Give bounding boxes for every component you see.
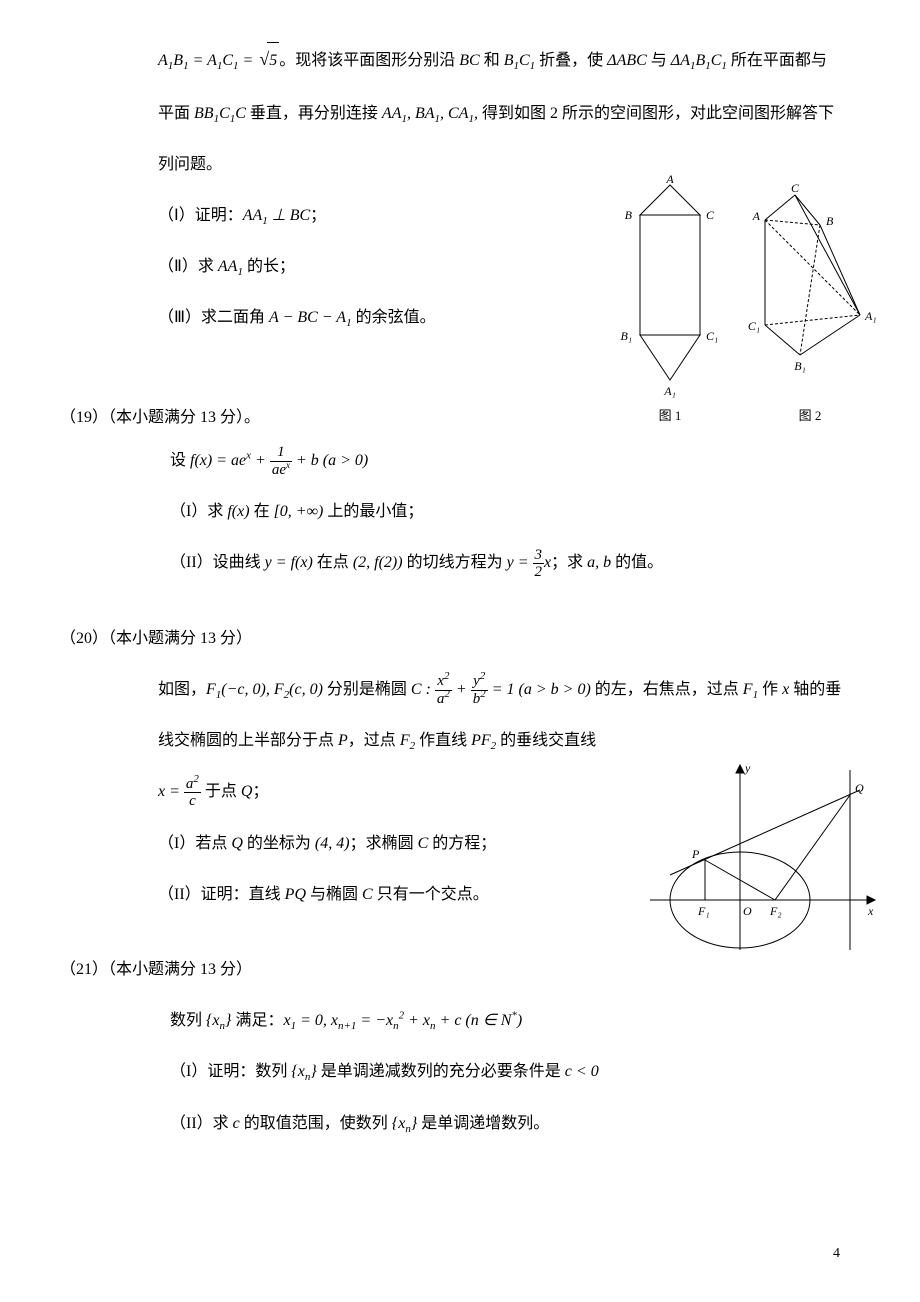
q21-line1: 数列 {xn} 满足：x1 = 0, xn+1 = −xn2 + xn + c … xyxy=(100,1003,860,1038)
text: 的切线方程为 xyxy=(403,554,507,571)
text: 在 xyxy=(250,503,274,520)
text: 数列 xyxy=(170,1012,206,1029)
svg-text:O: O xyxy=(743,904,752,918)
q20-line2: 线交椭圆的上半部分于点 P，过点 F2 作直线 PF2 的垂线交直线 xyxy=(100,723,860,758)
text: （II）设曲线 xyxy=(170,554,265,571)
svg-text:C: C xyxy=(791,181,800,195)
text: 轴的垂 xyxy=(789,681,841,698)
text: ； xyxy=(310,207,326,224)
text: 列问题。 xyxy=(158,156,222,173)
text: 与椭圆 xyxy=(306,886,362,903)
svg-text:C₁: C₁ xyxy=(748,319,760,333)
text: 所在平面都与 xyxy=(727,52,827,69)
text: 如图， xyxy=(158,681,206,698)
q18-line1: A1B1 = A1C1 = 5。现将该平面图形分别沿 BC 和 B1C1 折叠，… xyxy=(100,40,860,80)
text: （I）若点 xyxy=(158,835,231,852)
text: 和 xyxy=(480,52,504,69)
svg-text:x: x xyxy=(867,904,874,918)
text: 的左，右焦点，过点 xyxy=(591,681,743,698)
text: （Ⅱ）求 xyxy=(158,258,218,275)
text: 作 xyxy=(758,681,782,698)
q21-label: （21）（本小题满分 13 分） xyxy=(100,952,860,987)
text: 垂直，再分别连接 xyxy=(246,105,382,122)
text: 的余弦值。 xyxy=(352,309,436,326)
q20-figure: y x Q P F₁ O F₂ xyxy=(650,760,880,960)
svg-text:A: A xyxy=(752,209,761,223)
q19-part2: （II）设曲线 y = f(x) 在点 (2, f(2)) 的切线方程为 y =… xyxy=(100,545,860,580)
text: 。现将该平面图形分别沿 xyxy=(279,52,459,69)
text: 平面 xyxy=(158,105,194,122)
q19-label: （19）（本小题满分 13 分）。 xyxy=(100,400,860,435)
text: 的坐标为 xyxy=(243,835,315,852)
text: （20）（本小题满分 13 分） xyxy=(60,630,256,647)
svg-text:P: P xyxy=(691,847,700,861)
text: （II）求 xyxy=(170,1115,233,1132)
text: 的垂线交直线 xyxy=(496,732,596,749)
text: 只有一个交点。 xyxy=(373,886,489,903)
text: 与 xyxy=(647,52,671,69)
text: 在点 xyxy=(313,554,353,571)
svg-text:B: B xyxy=(826,214,834,228)
text: 的取值范围，使数列 xyxy=(240,1115,392,1132)
q21-part1: （I）证明：数列 {xn} 是单调递减数列的充分必要条件是 c < 0 xyxy=(100,1054,860,1089)
q20-line1: 如图，F1(−c, 0), F2(c, 0) 分别是椭圆 C : x2a2 + … xyxy=(100,672,860,707)
q18-line2: 平面 BB1C1C 垂直，再分别连接 AA1, BA1, CA1, 得到如图 2… xyxy=(100,96,860,131)
text: ；求椭圆 xyxy=(350,835,418,852)
q18-figure: A B C B₁ C₁ A₁ C A xyxy=(600,175,880,425)
svg-text:A₁: A₁ xyxy=(663,384,676,398)
text: 线交椭圆的上半部分于点 xyxy=(158,732,338,749)
text: （19）（本小题满分 13 分）。 xyxy=(60,409,264,426)
text: 的长； xyxy=(243,258,295,275)
svg-text:B₁: B₁ xyxy=(620,329,632,343)
text: （II）证明：直线 xyxy=(158,886,285,903)
text: ； xyxy=(252,783,268,800)
svg-text:B₁: B₁ xyxy=(794,359,806,373)
q19-def: 设 f(x) = aex + 1aex + b (a > 0) xyxy=(100,443,860,478)
text: （Ⅲ）求二面角 xyxy=(158,309,269,326)
text: 分别是椭圆 xyxy=(323,681,411,698)
text: 作直线 xyxy=(415,732,471,749)
q21-part2: （II）求 c 的取值范围，使数列 {xn} 是单调递增数列。 xyxy=(100,1106,860,1141)
svg-text:A₁: A₁ xyxy=(864,309,877,323)
text: 的方程； xyxy=(428,835,496,852)
text: 的值。 xyxy=(611,554,663,571)
q20-label: （20）（本小题满分 13 分） xyxy=(100,621,860,656)
svg-text:C₁: C₁ xyxy=(706,329,718,343)
svg-text:Q: Q xyxy=(855,781,864,795)
svg-text:B: B xyxy=(625,208,633,222)
svg-text:A: A xyxy=(665,175,674,186)
page-number: 4 xyxy=(833,1246,840,1262)
text: （I）求 xyxy=(170,503,227,520)
svg-text:y: y xyxy=(744,761,751,775)
svg-text:F₁: F₁ xyxy=(697,904,710,918)
text: 是单调递增数列。 xyxy=(417,1115,549,1132)
text: （21）（本小题满分 13 分） xyxy=(60,961,256,978)
svg-text:C: C xyxy=(706,208,715,222)
text: （I）证明：数列 xyxy=(170,1063,291,1080)
text: 于点 xyxy=(201,783,241,800)
text: 是单调递减数列的充分必要条件是 xyxy=(317,1063,565,1080)
svg-text:F₂: F₂ xyxy=(769,904,782,918)
text: 得到如图 2 所示的空间图形，对此空间图形解答下 xyxy=(478,105,834,122)
text: 上的最小值； xyxy=(323,503,423,520)
text: 满足： xyxy=(231,1012,283,1029)
text: 折叠，使 xyxy=(535,52,607,69)
text: ，过点 xyxy=(348,732,400,749)
text: ；求 xyxy=(551,554,587,571)
text: 设 xyxy=(170,452,190,469)
q19-part1: （I）求 f(x) 在 [0, +∞) 上的最小值； xyxy=(100,494,860,529)
text: （Ⅰ）证明： xyxy=(158,207,243,224)
